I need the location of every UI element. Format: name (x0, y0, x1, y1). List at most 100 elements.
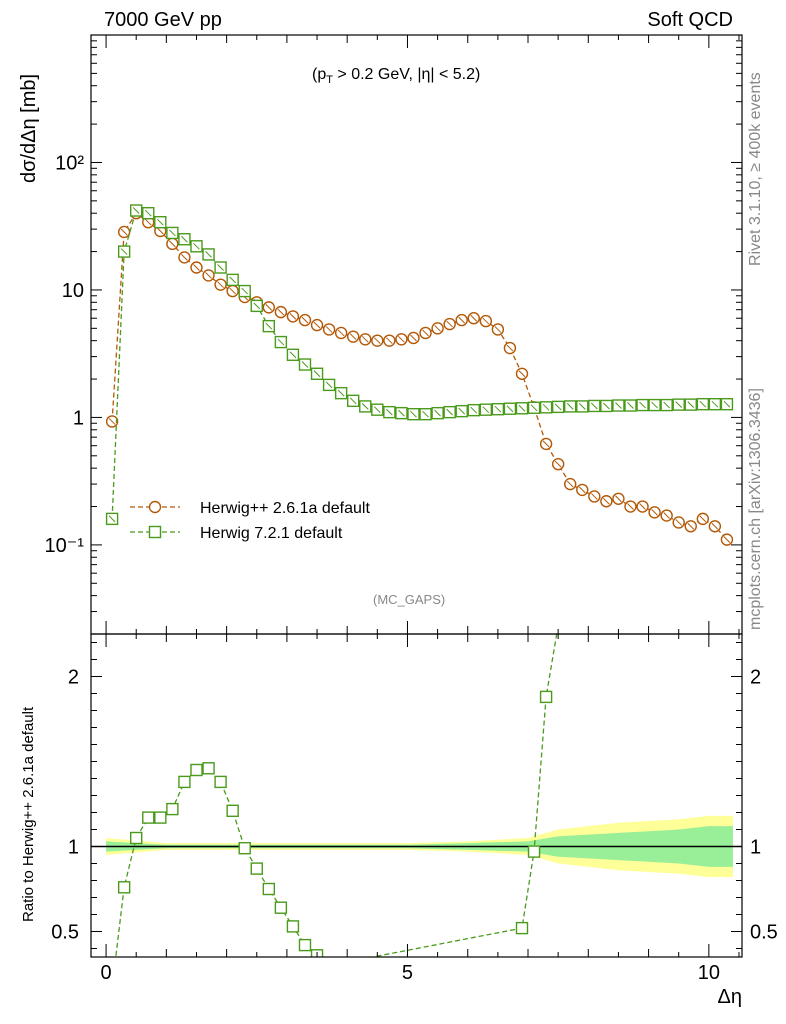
x-tick-label: 5 (402, 962, 413, 984)
error-tick (193, 242, 200, 250)
error-tick (169, 240, 176, 248)
error-tick (277, 338, 285, 346)
ratio-point (539, 690, 553, 704)
error-tick (313, 321, 321, 329)
error-tick (711, 522, 719, 530)
error-tick (482, 317, 490, 325)
error-tick (566, 480, 574, 488)
error-tick (349, 397, 357, 405)
error-tick (373, 337, 381, 345)
error-tick (144, 218, 152, 226)
error-tick (241, 287, 249, 295)
error-tick (723, 400, 731, 408)
ratio-series-line (115, 634, 558, 957)
ratio-point (214, 775, 227, 789)
error-tick (723, 536, 731, 543)
error-tick (446, 320, 454, 328)
error-tick (132, 207, 140, 214)
error-tick (410, 334, 417, 342)
error-tick (398, 409, 405, 417)
error-tick (711, 400, 719, 408)
error-tick (398, 335, 405, 343)
error-tick (554, 460, 562, 468)
error-tick (289, 313, 297, 320)
ratio-point (515, 921, 529, 935)
error-tick (470, 314, 478, 322)
error-tick (337, 329, 345, 337)
y-tick-label: 10⁻¹ (45, 535, 85, 557)
ratio-point (226, 804, 239, 817)
error-tick (663, 401, 671, 409)
error-tick (590, 493, 598, 500)
error-tick (651, 509, 658, 516)
ratio-point (130, 831, 143, 845)
y-tick-label: 1 (73, 407, 84, 429)
error-tick (639, 503, 646, 510)
y-tick-label: 10 (62, 280, 84, 302)
main-series-layer (105, 204, 734, 546)
ratio-point (154, 811, 167, 824)
error-tick (687, 522, 695, 530)
error-tick (289, 351, 297, 359)
legend-label-0: Herwig++ 2.6.1a default (200, 500, 370, 517)
error-tick (386, 337, 393, 345)
error-tick (337, 389, 345, 397)
error-tick (578, 403, 586, 410)
error-tick (349, 333, 357, 341)
ratio-point (202, 762, 215, 775)
ratio-point (190, 763, 203, 777)
error-tick (603, 402, 610, 410)
main-cuts-label: (pT > 0.2 GeV, |η| < 5.2) (312, 66, 481, 87)
ratio-frame (90, 633, 743, 958)
ratio-y-tick-label-right: 0.5 (750, 922, 778, 944)
ratio-point (178, 775, 191, 789)
error-tick (422, 410, 429, 418)
error-tick (169, 229, 176, 237)
error-tick (687, 401, 695, 408)
error-tick (325, 381, 333, 389)
error-tick (566, 403, 574, 410)
ratio-y-tick-label: 1 (68, 837, 79, 859)
axes-layer: 10⁻¹ 1 10 10² 0.5 0.5 1 1 2 2 0 5 10 (45, 34, 778, 984)
ratio-y-tick-label: 2 (68, 667, 79, 689)
error-tick (313, 370, 321, 378)
ratio-y-tick-label-right: 1 (750, 837, 761, 859)
analysis-label: (MC_GAPS) (373, 592, 446, 607)
ratio-point (117, 881, 131, 894)
error-tick (506, 344, 514, 352)
ratio-point (274, 901, 288, 914)
error-tick (615, 495, 622, 503)
x-tick-label: 10 (698, 962, 720, 984)
error-tick (205, 272, 212, 279)
error-tick (675, 401, 683, 408)
error-tick (627, 503, 634, 510)
error-tick (675, 519, 683, 526)
error-tick (651, 401, 658, 409)
error-tick (530, 404, 538, 412)
error-tick (325, 326, 333, 333)
ratio-point (286, 920, 300, 933)
x-tick-label: 0 (101, 962, 112, 984)
error-tick (265, 304, 273, 311)
x-axis-label: Δη (717, 986, 742, 1008)
error-tick (229, 287, 237, 295)
header-left: 7000 GeV pp (104, 9, 222, 31)
error-tick (361, 335, 369, 343)
error-tick (542, 403, 550, 411)
side-label-upper: Rivet 3.1.10, ≥ 400k events (747, 72, 764, 266)
error-tick (193, 264, 200, 271)
error-tick (663, 512, 671, 519)
error-tick (639, 401, 646, 409)
error-tick (615, 402, 622, 409)
error-tick (482, 406, 490, 414)
legend-marker-0 (148, 500, 162, 514)
error-tick (120, 248, 128, 255)
error-tick (108, 515, 116, 523)
error-tick (217, 281, 224, 289)
error-tick (108, 418, 116, 425)
error-tick (434, 324, 441, 332)
ratio-point (142, 811, 155, 824)
error-tick (458, 316, 466, 324)
error-tick (470, 406, 478, 414)
